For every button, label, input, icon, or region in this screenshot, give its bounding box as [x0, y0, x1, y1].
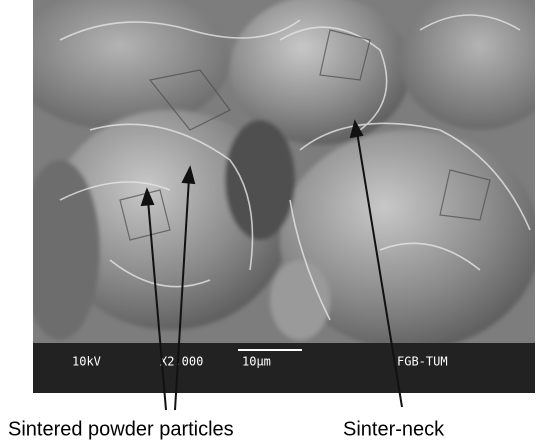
micrograph [33, 0, 535, 343]
info-bar [33, 343, 535, 393]
caption: Sinter-neck [343, 418, 445, 440]
caption: Sintered powder particles [8, 418, 234, 440]
voltage: 10kV [72, 355, 101, 369]
arrows [140, 119, 403, 411]
image-label: FGB-TUM [397, 355, 448, 369]
scale-label: 10µm [242, 355, 271, 369]
magnification: X2,000 [160, 355, 203, 369]
